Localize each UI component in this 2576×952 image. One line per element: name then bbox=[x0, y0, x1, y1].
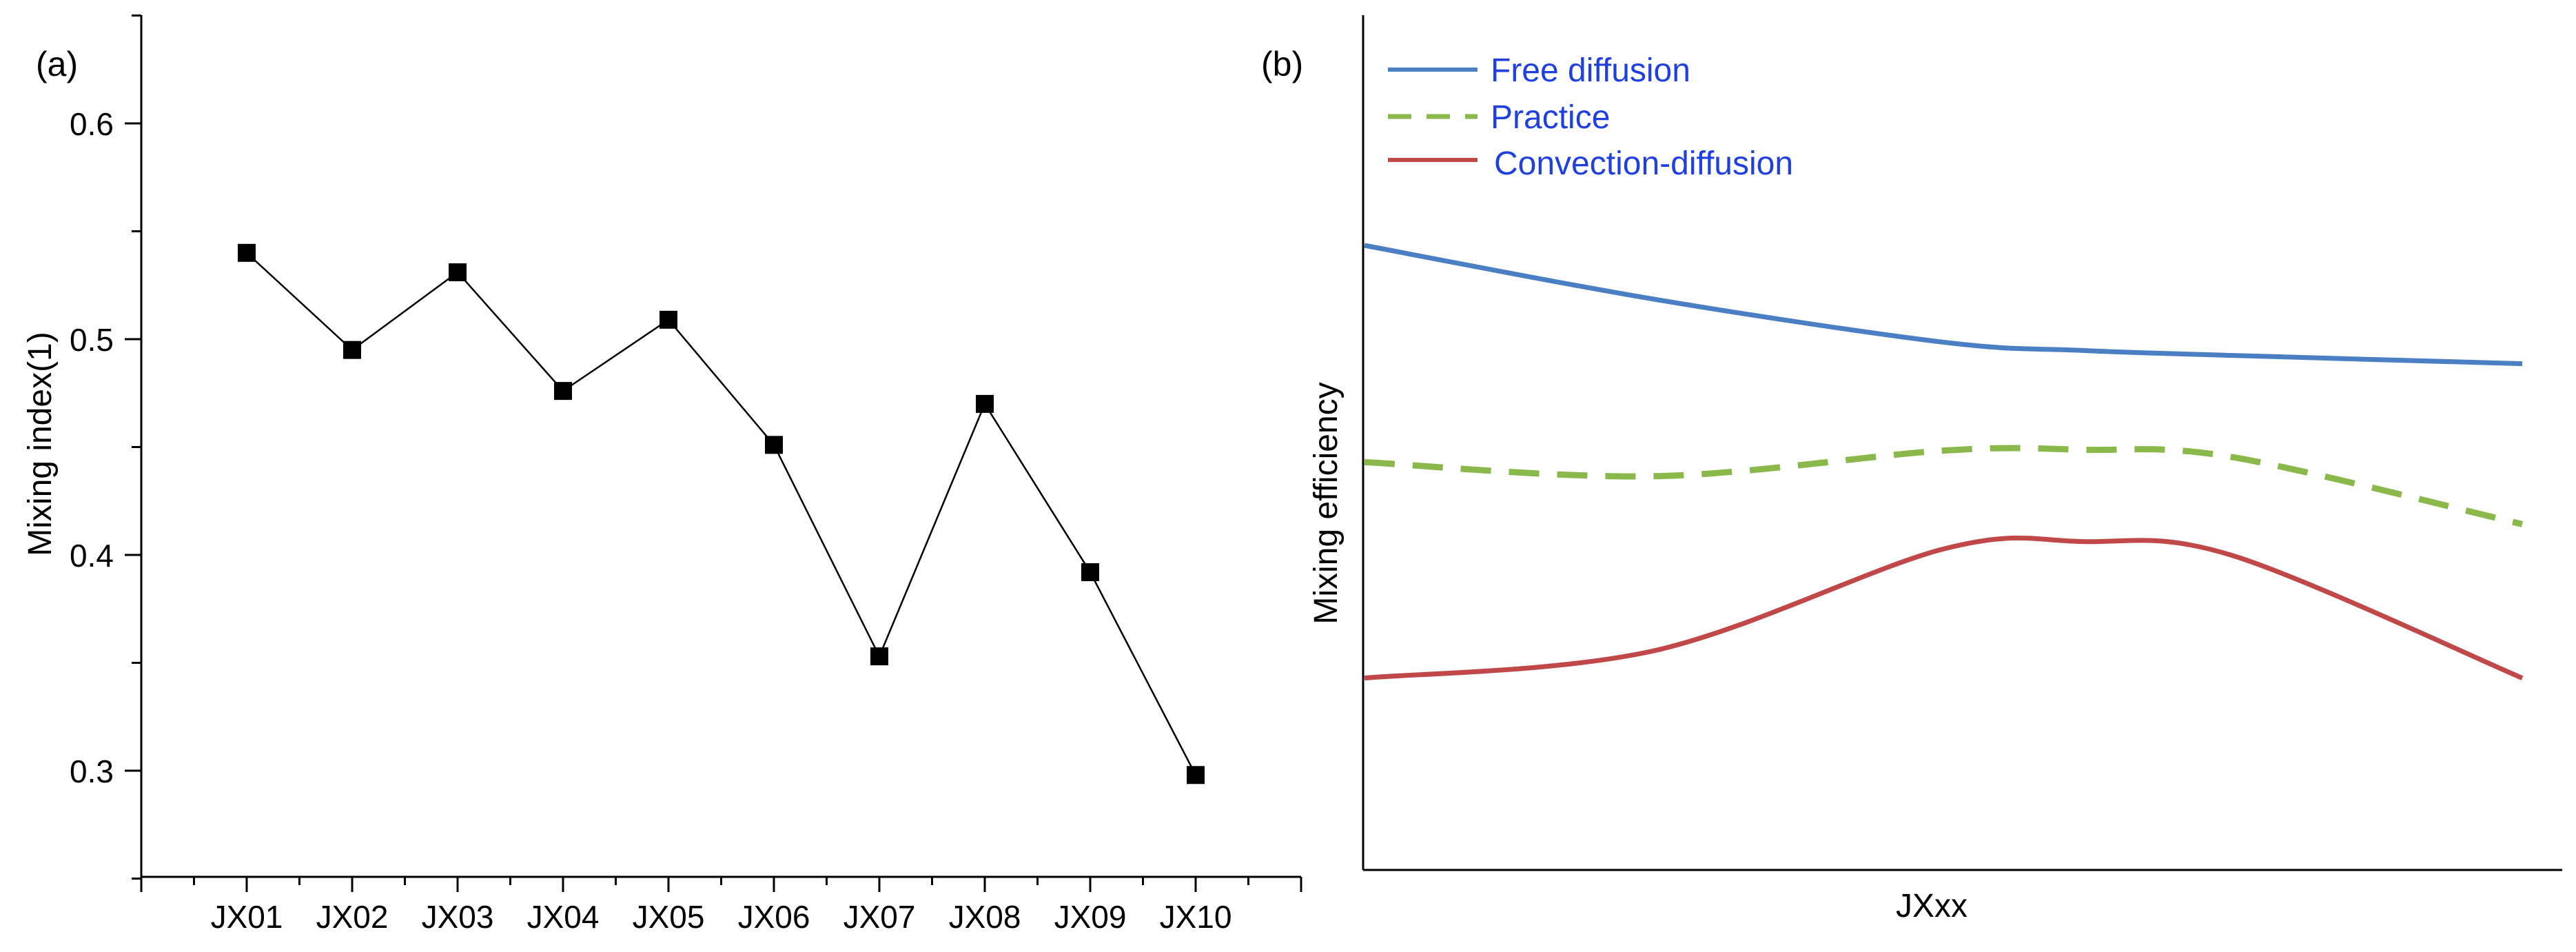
x-tick-label-jx06: JX06 bbox=[738, 899, 810, 935]
x-tick-label-jx02: JX02 bbox=[316, 899, 389, 935]
x-tick-label-jx10: JX10 bbox=[1160, 899, 1232, 935]
series-line-convection-diffusion bbox=[1364, 535, 2524, 681]
data-point-jx09 bbox=[1081, 563, 1099, 582]
y-tick-label: 0.3 bbox=[70, 753, 114, 789]
series-line-mixing-index bbox=[246, 252, 1197, 776]
chart-b: (b) JXxx Mixing efficiency Free diffusio… bbox=[1261, 15, 2562, 924]
series-line-practice bbox=[1364, 445, 2524, 527]
x-tick-label-jx01: JX01 bbox=[211, 899, 283, 935]
legend-item-practice: Practice bbox=[1388, 99, 1610, 136]
data-point-jx08 bbox=[976, 394, 994, 413]
chart-b-panel-label: (b) bbox=[1261, 45, 1303, 83]
data-point-jx10 bbox=[1187, 766, 1205, 784]
legend-label-free-diffusion: Free diffusion bbox=[1491, 52, 1690, 89]
chart-a-y-axis-label: Mixing index(1) bbox=[22, 332, 59, 556]
x-tick-label-jx08: JX08 bbox=[949, 899, 1021, 935]
y-tick-label: 0.4 bbox=[70, 538, 114, 574]
y-tick-label: 0.6 bbox=[70, 106, 114, 142]
legend-label-practice: Practice bbox=[1491, 99, 1610, 136]
data-point-jx04 bbox=[554, 382, 572, 401]
legend-item-free-diffusion: Free diffusion bbox=[1388, 52, 1690, 89]
x-tick-label-jx03: JX03 bbox=[422, 899, 494, 935]
data-point-jx01 bbox=[238, 243, 256, 262]
x-tick-label-jx09: JX09 bbox=[1054, 899, 1127, 935]
x-tick-label-jx07: JX07 bbox=[844, 899, 916, 935]
chart-b-legend: Free diffusion Practice Convection-diffu… bbox=[1388, 52, 1793, 182]
data-point-jx02 bbox=[343, 341, 361, 359]
y-tick-label: 0.5 bbox=[70, 322, 114, 358]
x-tick-label-jx05: JX05 bbox=[633, 899, 705, 935]
data-point-jx07 bbox=[870, 647, 888, 666]
x-tick-label-jx04: JX04 bbox=[527, 899, 600, 935]
data-point-jx05 bbox=[660, 310, 677, 329]
chart-a-panel-label: (a) bbox=[36, 45, 78, 83]
chart-a: (a) 0.3 0.4 0.5 0.6 JX01 JX02 JX03 JX04 JX05 JX0… bbox=[22, 14, 1302, 935]
legend-item-convection-diffusion: Convection-diffusion bbox=[1388, 145, 1793, 182]
legend-label-convection-diffusion: Convection-diffusion bbox=[1494, 145, 1793, 182]
series-line-free-diffusion bbox=[1364, 243, 2523, 367]
data-point-jx06 bbox=[765, 436, 783, 454]
chart-b-y-axis-label: Mixing efficiency bbox=[1308, 382, 1345, 624]
chart-b-x-axis-label: JXxx bbox=[1896, 888, 1967, 924]
data-point-jx03 bbox=[449, 263, 467, 281]
